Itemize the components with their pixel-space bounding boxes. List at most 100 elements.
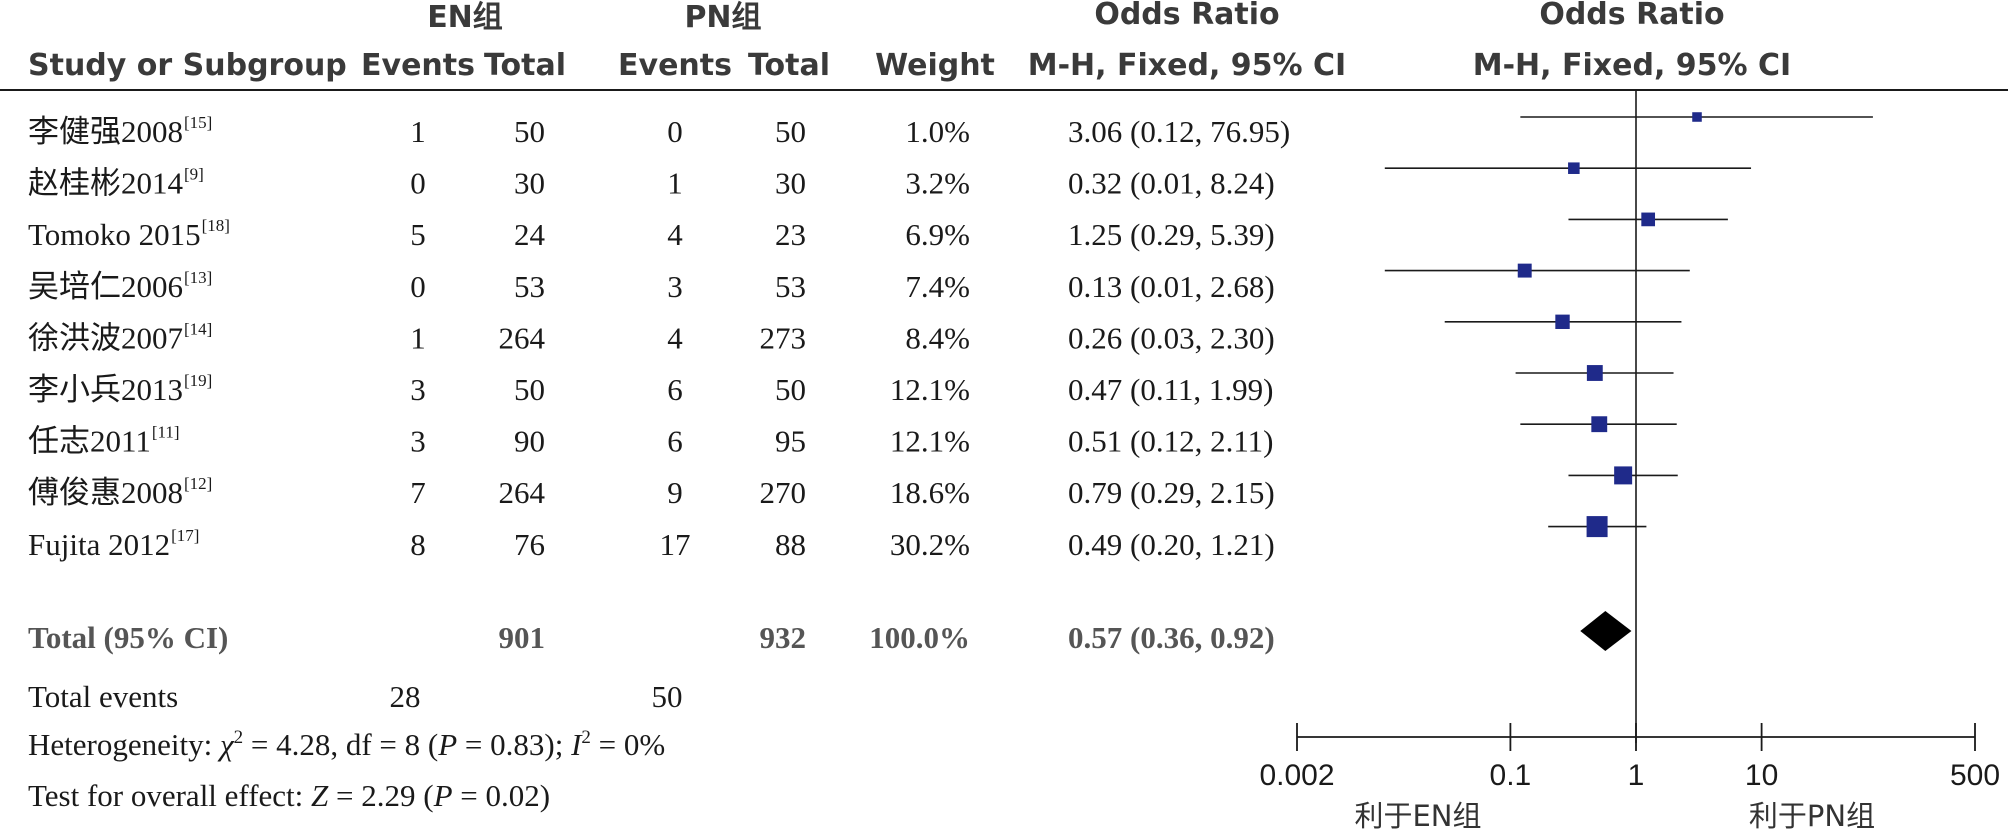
study-row: Tomoko 2015 [18] 5 24 4 23 6.9% 1.25 (0.29, 5.3… (28, 216, 1275, 252)
header-pn-total: Total (748, 48, 830, 83)
study-ref-wrap: [12] (184, 474, 212, 493)
header-en-events: Events (361, 48, 475, 83)
ci-text: 0.13 (0.01, 2.68) (1068, 269, 1275, 304)
en-events: 0 (410, 166, 426, 201)
en-events: 8 (410, 527, 426, 562)
pn-events: 0 (667, 114, 683, 149)
header-plot-title: Odds Ratio (1539, 0, 1724, 32)
weight: 8.4% (905, 320, 970, 355)
study-row: 李小兵2013 [19] 3 50 6 50 12.1% 0.47 (0.11, 1.99) (28, 371, 1274, 407)
weight: 12.1% (890, 424, 970, 459)
en-total: 90 (514, 424, 545, 459)
total-diamond (1580, 611, 1632, 651)
study-ref-wrap: [18] (202, 216, 230, 235)
study-row: 李健强2008 [15] 1 50 0 50 1.0% 3.06 (0.12, 76.95) (28, 113, 1290, 149)
study-ref: [14] (184, 319, 212, 338)
en-events: 7 (410, 475, 426, 510)
total-events-en: 28 (390, 679, 421, 714)
weight: 3.2% (905, 166, 970, 201)
en-total: 264 (499, 475, 546, 510)
ci-text: 0.51 (0.12, 2.11) (1068, 424, 1274, 459)
plot-area (1384, 90, 1873, 743)
study-ref: [15] (184, 113, 212, 132)
header-pn-events: Events (618, 48, 732, 83)
study-name: 李健强2008 (28, 114, 183, 149)
ci-text: 0.47 (0.11, 1.99) (1068, 372, 1274, 407)
study-name: 任志2011 (28, 424, 151, 459)
pn-events: 17 (660, 527, 691, 562)
pn-events: 6 (667, 424, 683, 459)
study-rows: 李健强2008 [15] 1 50 0 50 1.0% 3.06 (0.12, 76.95)赵… (28, 113, 1290, 562)
study-ref-wrap: [14] (184, 319, 212, 338)
study-name: Fujita 2012 (28, 527, 170, 562)
pn-total: 50 (775, 372, 806, 407)
en-total: 50 (514, 372, 545, 407)
ci-text: 0.79 (0.29, 2.15) (1068, 475, 1275, 510)
pn-events: 4 (667, 217, 683, 252)
pn-total: 30 (775, 166, 806, 201)
effect-marker (1568, 162, 1580, 174)
pn-total: 95 (775, 424, 806, 459)
header-plot-method: M-H, Fixed, 95% CI (1473, 48, 1791, 83)
study-ref-wrap: [13] (184, 268, 212, 287)
study-row: 赵桂彬2014 [9] 0 30 1 30 3.2% 0.32 (0.01, 8.24) (28, 165, 1275, 201)
en-events: 1 (410, 320, 426, 355)
effect-marker (1586, 516, 1608, 538)
study-row: 吴培仁2006 [13] 0 53 3 53 7.4% 0.13 (0.01, 2.68) (28, 268, 1275, 304)
total-events-label: Total events (28, 679, 178, 714)
effect-marker (1641, 212, 1656, 227)
en-events: 1 (410, 114, 426, 149)
pn-total: 88 (775, 527, 806, 562)
en-total: 264 (499, 320, 546, 355)
pn-events: 6 (667, 372, 683, 407)
axis-tick-label: 0.002 (1259, 759, 1334, 792)
study-name: 吴培仁2006 (28, 269, 183, 304)
effect-marker (1591, 416, 1608, 433)
header-en-group: EN组 (427, 0, 503, 35)
en-events: 3 (410, 424, 426, 459)
en-total: 24 (514, 217, 546, 252)
study-name: 赵桂彬2014 (28, 166, 183, 201)
study-name: 傅俊惠2008 (28, 475, 183, 510)
header-or-method: M-H, Fixed, 95% CI (1028, 48, 1346, 83)
ci-text: 0.32 (0.01, 8.24) (1068, 166, 1275, 201)
x-axis: 0.002 0.1 1 10 500 (1259, 723, 2000, 792)
weight: 18.6% (890, 475, 970, 510)
study-ref: [11] (152, 423, 180, 442)
favors-right-label: 利于PN组 (1749, 799, 1875, 833)
study-ref-wrap: [19] (184, 371, 212, 390)
effect-marker (1692, 112, 1702, 122)
pn-total: 23 (775, 217, 806, 252)
en-events: 3 (410, 372, 426, 407)
pn-events: 4 (667, 320, 683, 355)
study-row: 任志2011 [11] 3 90 6 95 12.1% 0.51 (0.12, 2.11) (28, 423, 1274, 459)
study-name: 李小兵2013 (28, 372, 183, 407)
study-ref-wrap: [17] (171, 526, 199, 545)
pn-total: 50 (775, 114, 806, 149)
study-ref: [13] (184, 268, 212, 287)
header-pn-group: PN组 (684, 0, 761, 35)
study-name: 徐洪波2007 (28, 320, 183, 355)
total-weight: 100.0% (869, 620, 970, 655)
axis-tick-label: 10 (1745, 759, 1778, 792)
weight: 7.4% (905, 269, 970, 304)
total-en-total: 901 (499, 620, 546, 655)
pn-total: 53 (775, 269, 806, 304)
en-events: 0 (410, 269, 426, 304)
study-ref: [19] (184, 371, 212, 390)
total-pn-total: 932 (760, 620, 807, 655)
pn-events: 3 (667, 269, 683, 304)
study-ref: [12] (184, 474, 212, 493)
header-or-title: Odds Ratio (1094, 0, 1279, 32)
effect-marker (1517, 263, 1532, 278)
study-ref-wrap: [15] (184, 113, 212, 132)
study-name: Tomoko 2015 (28, 217, 201, 252)
en-events: 5 (410, 217, 426, 252)
pn-events: 1 (667, 166, 683, 201)
pn-total: 270 (760, 475, 807, 510)
study-ref-wrap: [11] (152, 423, 180, 442)
total-events-pn: 50 (652, 679, 683, 714)
overall-effect-text: Test for overall effect: Z = 2.29 (P = 0… (28, 778, 550, 813)
total-label: Total (95% CI) (28, 620, 228, 655)
